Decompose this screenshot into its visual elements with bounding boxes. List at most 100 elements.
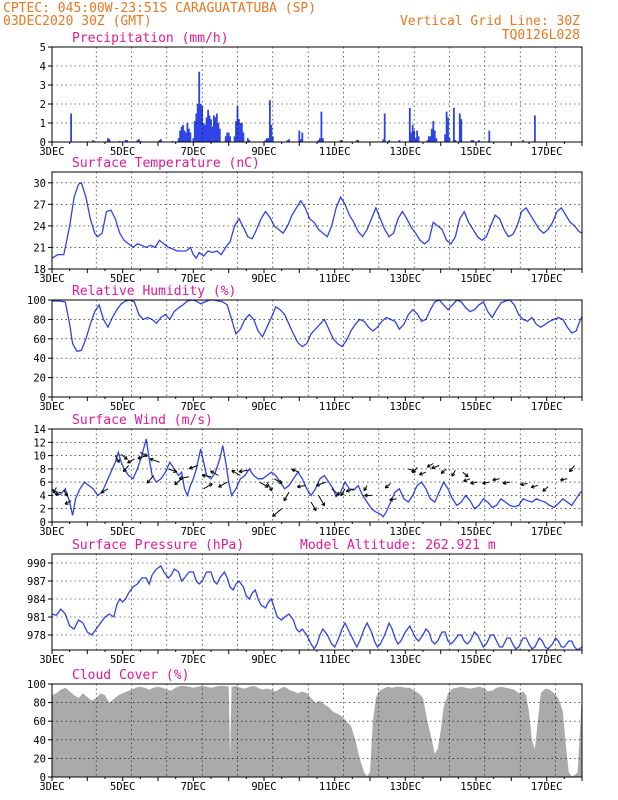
wind-vector xyxy=(100,488,109,494)
header-model-code: TQ0126L028 xyxy=(502,28,580,43)
wind-vector-head xyxy=(520,482,524,486)
precip-bar xyxy=(410,132,413,142)
precip-bar xyxy=(445,111,448,142)
wind-vector-shaft xyxy=(384,483,391,489)
wind-vector xyxy=(137,455,147,460)
x-tick-label: 11DEC xyxy=(319,654,351,666)
precip-bar xyxy=(202,123,205,142)
precip-bar xyxy=(522,140,524,142)
wind-vector-shaft xyxy=(266,481,273,492)
y-tick-label: 1 xyxy=(40,118,46,130)
wind-vector xyxy=(318,495,325,507)
precip-bar xyxy=(92,140,95,142)
x-tick-label: 7DEC xyxy=(181,526,206,538)
wind-vector-shaft xyxy=(137,455,147,460)
precip-bar xyxy=(185,132,187,142)
x-tick-label: 3DEC xyxy=(39,146,64,158)
precip-bar xyxy=(233,136,236,142)
precip-bar xyxy=(429,136,432,142)
x-tick-label: 13DEC xyxy=(389,401,421,413)
wind-vector-head xyxy=(419,471,423,475)
precip-bar xyxy=(224,136,227,142)
wind-vector-shaft xyxy=(542,486,549,492)
wind-vector-head xyxy=(426,463,430,468)
wind-vector-shaft xyxy=(492,478,500,481)
x-tick-label: 7DEC xyxy=(181,401,206,413)
header-station: CPTEC: 045:00W-23:51S CARAGUATATUBA (SP) xyxy=(3,1,316,16)
wind-vector-shaft xyxy=(463,478,471,482)
wind-vector-head xyxy=(464,475,469,478)
wind-vector-head xyxy=(123,458,128,460)
precip-bar xyxy=(198,71,201,142)
y-tick-label: 990 xyxy=(27,558,46,570)
precip-bar xyxy=(227,132,230,142)
precip-bar xyxy=(270,124,273,142)
wind-vector xyxy=(296,484,306,489)
wind-vector xyxy=(210,470,219,476)
wind-vector-shaft xyxy=(520,483,528,486)
precip-bar xyxy=(357,140,360,142)
precip-bar xyxy=(183,130,186,142)
wind-vector xyxy=(259,481,269,488)
wind-vector xyxy=(274,478,283,484)
precip-bar xyxy=(444,134,446,142)
panel-pres: 978 981 984 987 990 3DEC 5DEC 7DEC 9DEC 11DEC 13DE… xyxy=(27,538,583,666)
precip-title: Precipitation (mm/h) xyxy=(72,31,229,46)
wind-vector-head xyxy=(268,488,273,492)
precip-bar xyxy=(417,136,420,142)
x-tick-label: 15DEC xyxy=(460,781,492,793)
precip-bar xyxy=(216,113,218,142)
wind-vector-head xyxy=(146,479,149,484)
wind-vector xyxy=(283,491,290,502)
wind-vector xyxy=(331,488,340,496)
precip-bar xyxy=(383,113,386,142)
precip-bar xyxy=(426,140,429,142)
rh-title: Relative Humidity (%) xyxy=(72,284,236,299)
y-tick-label: 981 xyxy=(27,612,46,624)
wind-vector-shaft xyxy=(462,471,469,478)
x-tick-label: 17DEC xyxy=(531,781,563,793)
wind-vector-head xyxy=(482,480,486,484)
precip-bar xyxy=(188,128,190,142)
wind-vector-head xyxy=(335,494,340,496)
wind-vector xyxy=(542,486,549,492)
wind-vector xyxy=(419,471,427,476)
precip-bar xyxy=(242,132,245,142)
wind-vector-head xyxy=(174,481,177,485)
wind-vector-shaft xyxy=(331,488,340,496)
wind-vector-shaft xyxy=(189,465,198,470)
precip-bar xyxy=(411,124,414,142)
wind-vector-shaft xyxy=(203,483,213,490)
precip-bar xyxy=(286,140,289,142)
wind-vector xyxy=(530,484,538,489)
precip-bar xyxy=(214,117,217,142)
precip-bar xyxy=(269,100,271,142)
wind-vector-head xyxy=(463,478,467,482)
pres-subtitle: Model Altitude: 262.921 m xyxy=(300,538,496,553)
wind-vector-head xyxy=(188,465,192,469)
precip-bar xyxy=(211,126,214,142)
y-tick-label: 60 xyxy=(33,334,46,346)
rh-series-line xyxy=(52,299,583,353)
wind-vector xyxy=(174,478,182,486)
x-tick-label: 5DEC xyxy=(110,654,135,666)
wind-vector-shaft xyxy=(120,453,128,460)
wind-vector xyxy=(238,469,248,474)
wind-vector xyxy=(440,468,447,474)
wind-vector-shaft xyxy=(340,488,346,496)
precip-bar xyxy=(382,139,385,142)
x-tick-label: 3DEC xyxy=(39,654,64,666)
wind-vector-shaft xyxy=(291,468,300,473)
wind-title: Surface Wind (m/s) xyxy=(72,413,213,428)
wind-vector xyxy=(426,463,434,468)
wind-vector-head xyxy=(201,473,206,476)
y-tick-label: 8 xyxy=(40,464,46,476)
pres-title: Surface Pressure (hPa) xyxy=(72,538,244,553)
wind-vector xyxy=(363,485,368,492)
x-tick-label: 11DEC xyxy=(319,146,351,158)
wind-vector-shaft xyxy=(127,458,135,464)
wind-vector-shaft xyxy=(179,476,189,480)
wind-vector xyxy=(451,469,456,477)
wind-vector xyxy=(168,468,178,473)
precip-bar xyxy=(108,139,111,142)
